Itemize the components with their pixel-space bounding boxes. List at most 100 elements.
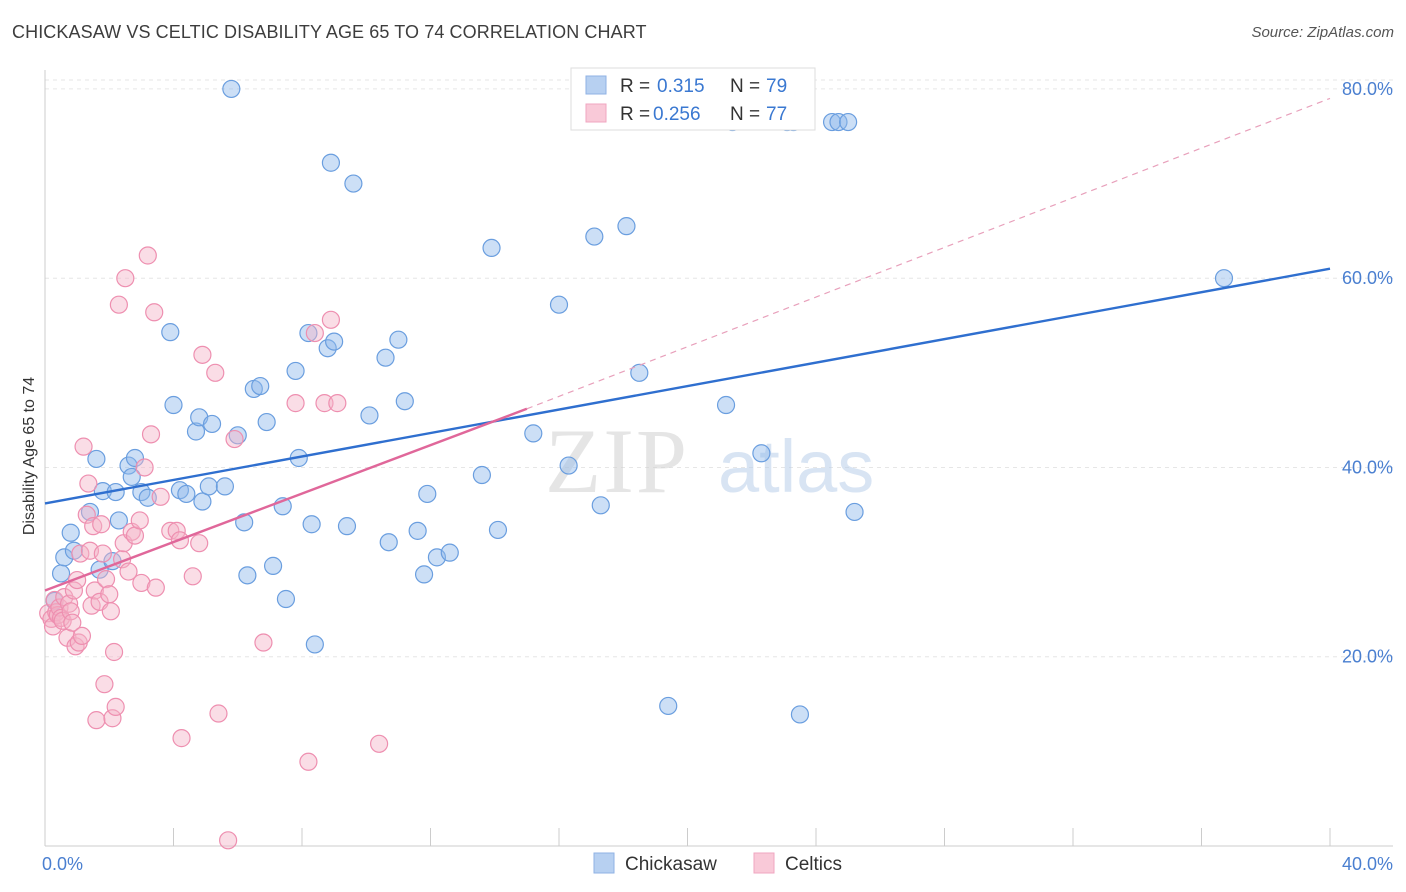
bottom-legend-label-chickasaw: Chickasaw: [625, 854, 717, 875]
point-chickasaw-6: [87, 449, 106, 469]
point-chickasaw-47: [379, 533, 398, 552]
bottom-legend: Chickasaw Celtics: [593, 852, 842, 875]
point-celtics-69: [321, 310, 341, 329]
point-celtics-67: [305, 323, 324, 343]
point-celtics-60: [206, 363, 225, 382]
watermark-zip: ZIP: [545, 410, 689, 512]
point-chickasaw-35: [276, 589, 296, 609]
legend-n-label-1: N =: [730, 76, 760, 97]
y-tick-label-3: 80.0%: [1342, 79, 1393, 99]
y-tick-labels: 20.0% 40.0% 60.0% 80.0%: [1342, 79, 1393, 667]
point-chickasaw-71: [1214, 269, 1234, 288]
point-celtics-53: [161, 521, 180, 540]
point-celtics-63: [225, 429, 244, 449]
trend-line-chickasaw: [44, 267, 1331, 505]
point-chickasaw-44: [344, 174, 363, 193]
point-chickasaw-40: [305, 635, 324, 654]
point-chickasaw-69: [659, 696, 678, 716]
point-chickasaw-32: [257, 412, 276, 432]
point-celtics-71: [370, 734, 389, 753]
point-chickasaw-1: [51, 564, 71, 583]
point-celtics-41: [116, 269, 135, 288]
point-chickasaw-24: [199, 477, 218, 496]
axes: [44, 70, 1393, 847]
point-chickasaw-53: [418, 484, 437, 504]
point-chickasaw-36: [286, 361, 305, 381]
point-chickasaw-20: [177, 484, 196, 504]
point-chickasaw-18: [164, 395, 183, 415]
point-celtics-47: [135, 458, 154, 477]
legend-r-value-2: 0.256: [653, 104, 701, 125]
point-chickasaw-43: [337, 517, 357, 536]
y-tick-label-1: 40.0%: [1342, 457, 1393, 477]
point-chickasaw-45: [360, 406, 379, 425]
point-chickasaw-62: [591, 496, 610, 515]
point-chickasaw-63: [617, 217, 636, 236]
point-chickasaw-29: [238, 566, 257, 585]
point-chickasaw-39: [302, 515, 321, 534]
point-chickasaw-65: [716, 395, 736, 415]
point-celtics-22: [79, 474, 98, 493]
point-chickasaw-61: [585, 227, 604, 246]
point-chickasaw-11: [109, 511, 128, 530]
point-celtics-65: [286, 394, 305, 413]
point-celtics-33: [100, 585, 119, 604]
point-celtics-7: [51, 608, 71, 628]
point-celtics-14: [64, 581, 84, 600]
x-tick-label-0: 0.0%: [42, 854, 83, 874]
point-celtics-58: [190, 534, 209, 553]
point-chickasaw-54: [440, 543, 459, 562]
point-chickasaw-16: [138, 488, 157, 507]
data-points: [39, 79, 1234, 850]
point-celtics-34: [101, 602, 120, 621]
point-celtics-20: [74, 437, 93, 456]
point-celtics-57: [183, 567, 202, 586]
point-chickasaw-17: [161, 323, 180, 342]
bottom-legend-swatch-celtics: [753, 852, 775, 874]
point-chickasaw-78: [839, 112, 858, 132]
legend-swatch-chickasaw: [585, 75, 607, 95]
legend-n-label-2: N =: [730, 104, 760, 125]
point-chickasaw-55: [472, 465, 491, 485]
point-chickasaw-73: [321, 153, 341, 172]
point-celtics-64: [254, 633, 273, 652]
legend-r-label-1: R =: [620, 76, 650, 97]
point-celtics-51: [146, 578, 165, 597]
top-legend: R = 0.315 N = 79 R = 0.256 N = 77: [570, 67, 816, 131]
point-chickasaw-60: [559, 456, 578, 475]
x-tick-labels: 0.0% 40.0%: [42, 854, 1393, 874]
point-celtics-31: [95, 675, 114, 694]
legend-n-value-2: 77: [766, 104, 787, 125]
point-chickasaw-38: [299, 323, 318, 343]
point-chickasaw-67: [752, 444, 771, 463]
point-celtics-19: [72, 626, 92, 646]
point-chickasaw-51: [414, 565, 434, 584]
point-chickasaw-76: [822, 112, 842, 132]
watermark-atlas: atlas: [718, 425, 874, 508]
point-chickasaw-13: [122, 467, 141, 487]
point-celtics-50: [145, 303, 164, 322]
bottom-legend-swatch-chickasaw: [593, 852, 615, 874]
point-chickasaw-41: [318, 339, 337, 358]
point-chickasaw-58: [524, 424, 543, 443]
x-tick-label-1: 40.0%: [1342, 854, 1393, 874]
point-chickasaw-25: [202, 414, 222, 434]
point-chickasaw-70: [845, 502, 864, 522]
y-tick-label-2: 60.0%: [1342, 268, 1393, 288]
point-celtics-54: [167, 521, 186, 540]
point-celtics-56: [172, 729, 191, 748]
point-celtics-48: [138, 246, 157, 265]
point-celtics-66: [299, 752, 318, 771]
point-celtics-37: [106, 697, 125, 716]
point-chickasaw-68: [790, 705, 810, 724]
trend-lines: [44, 97, 1331, 592]
point-celtics-38: [109, 295, 128, 314]
point-celtics-61: [209, 704, 228, 723]
point-chickasaw-77: [829, 112, 848, 132]
point-chickasaw-33: [263, 556, 283, 575]
point-chickasaw-49: [395, 392, 414, 411]
point-celtics-68: [315, 394, 334, 413]
point-chickasaw-31: [251, 376, 270, 396]
point-chickasaw-50: [408, 521, 427, 540]
